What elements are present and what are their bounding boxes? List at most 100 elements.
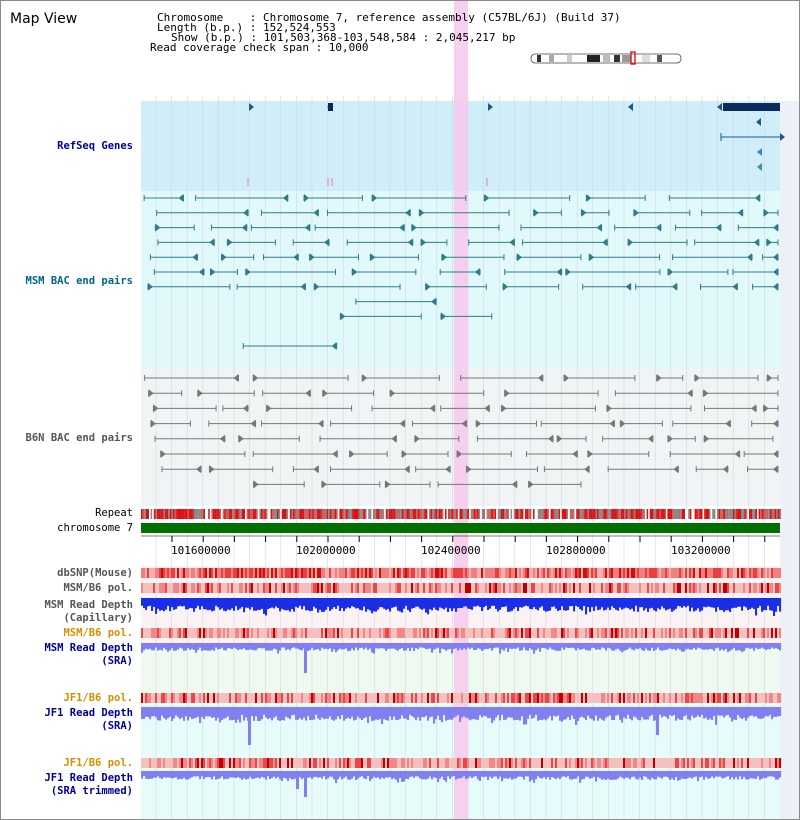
read-depth-bar bbox=[553, 598, 556, 607]
jf1-read-depth-sra-label[interactable]: JF1 Read Depth bbox=[44, 707, 133, 719]
msm-b6-pol-sra-label[interactable]: MSM/B6 pol. bbox=[63, 627, 133, 639]
polymorphism-heat bbox=[269, 628, 272, 638]
repeat-label: Repeat bbox=[95, 507, 133, 519]
read-depth-bar bbox=[221, 643, 224, 648]
read-depth-bar bbox=[267, 771, 270, 777]
read-depth-bar bbox=[517, 771, 520, 777]
read-depth-bar bbox=[609, 771, 612, 780]
polymorphism-heat bbox=[221, 628, 224, 638]
polymorphism-heat bbox=[247, 568, 250, 578]
msm-bac-pair bbox=[440, 312, 446, 321]
repeat-segment bbox=[603, 509, 606, 519]
refseq-genes-label[interactable]: RefSeq Genes bbox=[57, 140, 133, 152]
b6n-bac-pair bbox=[332, 450, 338, 458]
polymorphism-heat bbox=[629, 693, 632, 703]
polymorphism-heat bbox=[681, 583, 684, 593]
b6n-bac-label[interactable]: B6N BAC end pairs bbox=[25, 432, 133, 444]
polymorphism-heat bbox=[585, 568, 588, 578]
ideogram-band bbox=[587, 55, 600, 62]
polymorphism-heat bbox=[643, 758, 646, 768]
read-depth-bar bbox=[185, 771, 188, 780]
polymorphism-heat bbox=[457, 693, 460, 703]
refseq-gene bbox=[328, 103, 333, 111]
read-depth-bar bbox=[185, 643, 188, 651]
msm-read-depth-capillary-label[interactable]: MSM Read Depth bbox=[44, 599, 133, 611]
read-depth-bar bbox=[315, 707, 318, 715]
polymorphism-heat bbox=[277, 758, 280, 768]
polymorphism-heat bbox=[315, 568, 318, 578]
msm-bac-label[interactable]: MSM BAC end pairs bbox=[25, 275, 133, 287]
read-depth-bar bbox=[429, 771, 432, 777]
msm-b6-pol-label[interactable]: MSM/B6 pol. bbox=[63, 582, 133, 594]
repeat-segment bbox=[768, 509, 770, 519]
polymorphism-heat bbox=[205, 628, 208, 638]
polymorphism-heat bbox=[355, 568, 358, 578]
polymorphism-heat bbox=[477, 568, 480, 578]
repeat-segment bbox=[520, 509, 522, 519]
read-depth-bar bbox=[577, 598, 580, 607]
read-depth-bar bbox=[393, 598, 396, 608]
read-depth-bar bbox=[435, 707, 438, 720]
polymorphism-heat bbox=[511, 693, 514, 703]
read-depth-bar bbox=[347, 707, 350, 718]
polymorphism-heat bbox=[587, 583, 590, 593]
polymorphism-heat bbox=[481, 693, 484, 703]
polymorphism-heat bbox=[383, 693, 386, 703]
read-depth-bar bbox=[261, 598, 264, 609]
jf1-b6-pol-2-label[interactable]: JF1/B6 pol. bbox=[63, 757, 133, 769]
jf1-read-depth-trimmed-label[interactable]: JF1 Read Depth bbox=[44, 772, 133, 784]
polymorphism-heat bbox=[295, 568, 298, 578]
read-depth-bar bbox=[753, 707, 756, 717]
polymorphism-heat bbox=[235, 693, 238, 703]
repeat-segment bbox=[488, 509, 490, 519]
read-depth-bar bbox=[397, 771, 400, 783]
repeat-segment bbox=[201, 509, 204, 519]
polymorphism-heat bbox=[583, 568, 586, 578]
read-depth-bar bbox=[719, 771, 722, 777]
read-depth-bar bbox=[767, 598, 770, 606]
dbsnp-label[interactable]: dbSNP(Mouse) bbox=[57, 567, 133, 579]
polymorphism-heat bbox=[325, 693, 328, 703]
read-depth-bar bbox=[413, 598, 416, 609]
msm-read-depth-sra-label[interactable]: MSM Read Depth bbox=[44, 642, 133, 654]
polymorphism-heat bbox=[585, 758, 588, 768]
polymorphism-heat bbox=[521, 758, 524, 768]
polymorphism-heat bbox=[419, 693, 422, 703]
polymorphism-heat bbox=[247, 628, 250, 638]
polymorphism-heat bbox=[215, 628, 218, 638]
read-depth-bar bbox=[667, 643, 670, 650]
polymorphism-heat bbox=[727, 693, 730, 703]
polymorphism-heat bbox=[725, 583, 728, 593]
msm-bac-pair bbox=[293, 253, 299, 262]
polymorphism-heat bbox=[503, 583, 506, 593]
polymorphism-heat bbox=[589, 583, 592, 593]
jf1-b6-pol-label[interactable]: JF1/B6 pol. bbox=[63, 692, 133, 704]
polymorphism-heat bbox=[689, 758, 692, 768]
read-depth-bar bbox=[501, 707, 504, 715]
read-depth-bar bbox=[261, 707, 264, 720]
polymorphism-heat bbox=[725, 568, 728, 578]
repeat-segment bbox=[443, 509, 446, 519]
polymorphism-heat bbox=[367, 628, 370, 638]
polymorphism-heat bbox=[691, 568, 694, 578]
repeat-segment bbox=[310, 509, 313, 519]
axis-tick-label: 102800000 bbox=[546, 544, 606, 557]
polymorphism-heat bbox=[607, 758, 610, 768]
repeat-segment bbox=[173, 509, 175, 519]
read-depth-bar bbox=[229, 707, 232, 721]
read-depth-bar bbox=[455, 598, 458, 612]
repeat-segment bbox=[577, 509, 580, 519]
polymorphism-heat bbox=[311, 693, 314, 703]
polymorphism-heat bbox=[611, 758, 614, 768]
read-depth-bar bbox=[455, 707, 458, 717]
polymorphism-heat bbox=[761, 693, 764, 703]
polymorphism-heat bbox=[263, 758, 266, 768]
polymorphism-heat bbox=[745, 758, 748, 768]
polymorphism-heat bbox=[179, 693, 182, 703]
repeat-segment bbox=[689, 509, 692, 519]
read-depth-bar bbox=[649, 598, 652, 609]
read-depth-bar bbox=[423, 598, 426, 609]
polymorphism-heat bbox=[149, 693, 152, 703]
read-depth-bar bbox=[559, 643, 562, 651]
